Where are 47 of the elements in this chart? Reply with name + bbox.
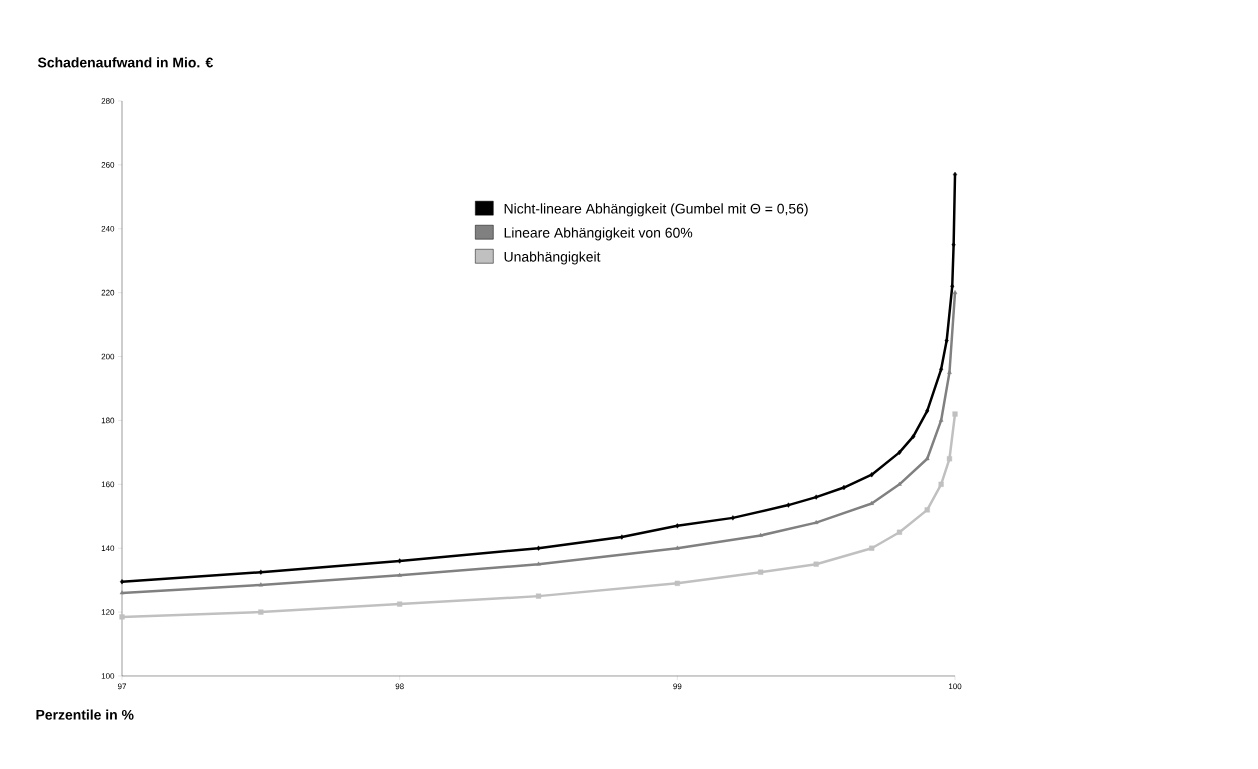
point bbox=[397, 558, 402, 564]
point bbox=[674, 580, 680, 586]
legend-label: Unabhängigkeit bbox=[504, 251, 601, 265]
point bbox=[758, 569, 764, 575]
point bbox=[896, 529, 903, 535]
point bbox=[397, 601, 403, 607]
x-axis-title: Perzentile in % bbox=[36, 709, 134, 720]
point bbox=[675, 523, 680, 529]
point bbox=[911, 433, 916, 439]
point bbox=[619, 534, 624, 540]
point bbox=[675, 545, 680, 550]
point bbox=[397, 572, 402, 577]
point bbox=[952, 411, 958, 417]
point bbox=[925, 408, 930, 414]
point bbox=[120, 579, 124, 585]
point bbox=[869, 545, 875, 551]
point bbox=[258, 609, 264, 615]
point bbox=[814, 494, 819, 500]
point bbox=[897, 481, 902, 486]
point bbox=[841, 484, 846, 491]
point bbox=[924, 507, 930, 513]
point bbox=[730, 515, 735, 521]
point bbox=[119, 614, 125, 620]
point bbox=[813, 520, 819, 525]
point bbox=[924, 456, 930, 461]
point bbox=[869, 500, 874, 505]
point bbox=[938, 481, 944, 487]
legend-label: Lineare Abhängigkeit von 60% bbox=[504, 227, 693, 241]
y-axis-title: Schadenaufwand in Mio. € bbox=[37, 57, 213, 68]
point bbox=[258, 582, 264, 587]
point bbox=[536, 545, 541, 551]
point bbox=[897, 449, 902, 455]
point bbox=[938, 417, 944, 422]
point bbox=[939, 366, 944, 372]
point bbox=[758, 532, 763, 537]
point bbox=[951, 242, 956, 248]
point bbox=[786, 502, 791, 508]
point bbox=[869, 472, 874, 478]
point bbox=[813, 561, 819, 567]
legend-label: Nicht-lineare Abhängigkeit (Gumbel mit Θ = 0,56) bbox=[504, 203, 808, 217]
point bbox=[535, 593, 542, 599]
point bbox=[258, 569, 263, 575]
point bbox=[946, 456, 953, 462]
point bbox=[950, 283, 955, 289]
point bbox=[536, 561, 541, 566]
point bbox=[952, 290, 958, 295]
point bbox=[119, 590, 125, 595]
